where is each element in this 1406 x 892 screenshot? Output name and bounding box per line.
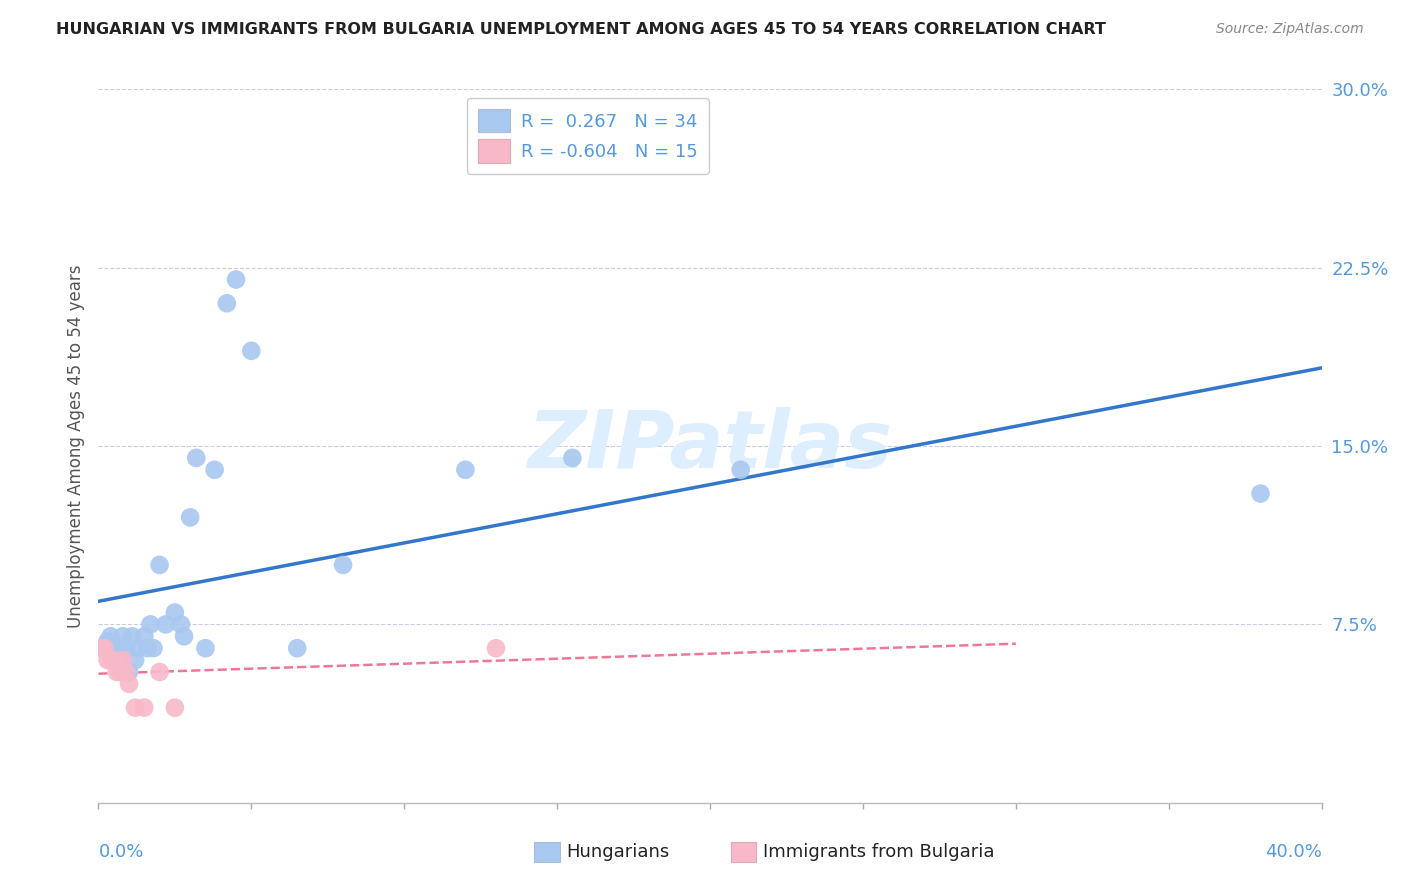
- Point: [108, 665, 131, 679]
- Point: [204, 463, 226, 477]
- Point: [561, 450, 583, 465]
- Point: [118, 665, 141, 679]
- Point: [90, 641, 112, 656]
- Text: Hungarians: Hungarians: [567, 843, 669, 861]
- Point: [285, 641, 308, 656]
- Point: [121, 629, 143, 643]
- Text: 0.0%: 0.0%: [98, 843, 143, 861]
- Point: [115, 641, 138, 656]
- Point: [127, 641, 149, 656]
- Point: [730, 463, 752, 477]
- Point: [1249, 486, 1271, 500]
- Point: [111, 653, 134, 667]
- Point: [179, 510, 201, 524]
- Point: [186, 450, 208, 465]
- Point: [134, 629, 156, 643]
- Text: Source: ZipAtlas.com: Source: ZipAtlas.com: [1216, 22, 1364, 37]
- Point: [225, 272, 247, 286]
- Point: [163, 700, 186, 714]
- Point: [124, 653, 146, 667]
- Point: [111, 629, 134, 643]
- Text: Immigrants from Bulgaria: Immigrants from Bulgaria: [763, 843, 995, 861]
- Point: [136, 641, 159, 656]
- Point: [103, 653, 125, 667]
- Text: ZIPatlas: ZIPatlas: [527, 407, 893, 485]
- Point: [93, 641, 115, 656]
- Point: [100, 653, 122, 667]
- Point: [115, 665, 138, 679]
- Point: [332, 558, 354, 572]
- Point: [142, 641, 165, 656]
- Point: [108, 641, 131, 656]
- Point: [100, 629, 122, 643]
- Text: HUNGARIAN VS IMMIGRANTS FROM BULGARIA UNEMPLOYMENT AMONG AGES 45 TO 54 YEARS COR: HUNGARIAN VS IMMIGRANTS FROM BULGARIA UN…: [56, 22, 1107, 37]
- Point: [485, 641, 508, 656]
- Point: [139, 617, 162, 632]
- Point: [97, 653, 120, 667]
- Point: [155, 617, 177, 632]
- Point: [93, 641, 115, 656]
- Point: [170, 617, 193, 632]
- Point: [173, 629, 195, 643]
- Text: 40.0%: 40.0%: [1265, 843, 1322, 861]
- Point: [240, 343, 263, 358]
- Point: [163, 606, 186, 620]
- Point: [118, 677, 141, 691]
- Legend: R =  0.267   N = 34, R = -0.604   N = 15: R = 0.267 N = 34, R = -0.604 N = 15: [467, 98, 709, 174]
- Point: [134, 700, 156, 714]
- Point: [105, 653, 128, 667]
- Point: [149, 558, 172, 572]
- Point: [103, 641, 125, 656]
- Point: [194, 641, 217, 656]
- Y-axis label: Unemployment Among Ages 45 to 54 years: Unemployment Among Ages 45 to 54 years: [66, 264, 84, 628]
- Point: [105, 665, 128, 679]
- Point: [215, 296, 238, 310]
- Point: [97, 634, 120, 648]
- Point: [149, 665, 172, 679]
- Point: [454, 463, 477, 477]
- Point: [124, 700, 146, 714]
